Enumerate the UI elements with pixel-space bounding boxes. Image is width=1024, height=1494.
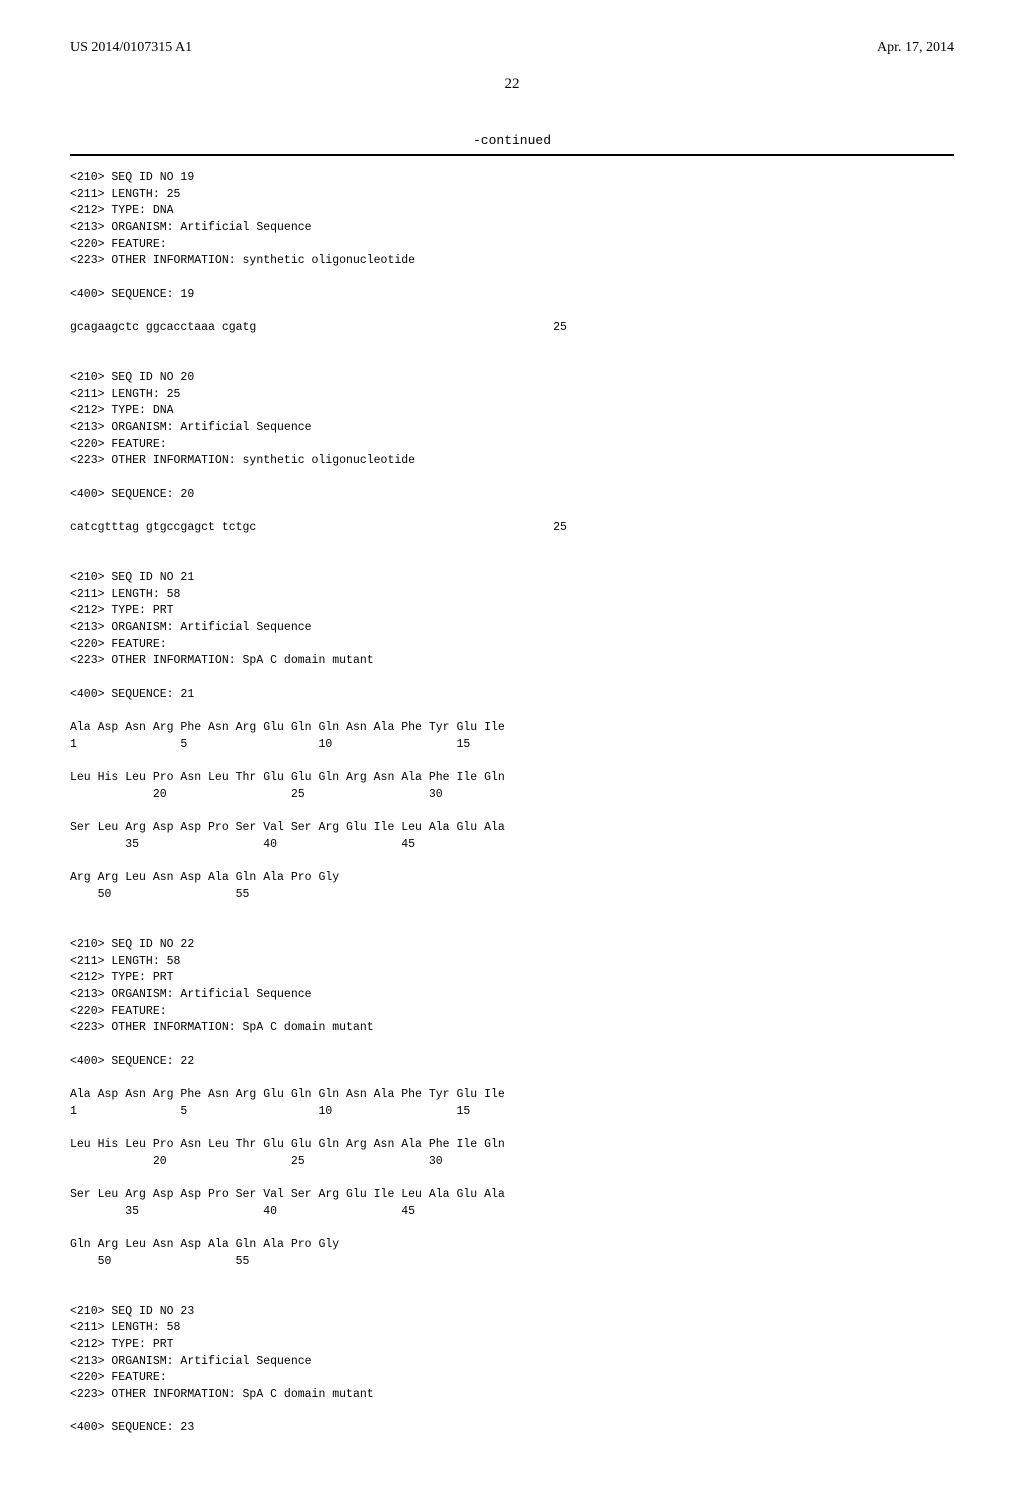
publication-number: US 2014/0107315 A1 — [70, 40, 192, 56]
sequence-listing: <210> SEQ ID NO 19 <211> LENGTH: 25 <212… — [70, 170, 954, 1454]
publication-date: Apr. 17, 2014 — [877, 40, 954, 56]
page-number: 22 — [70, 76, 954, 93]
patent-page: US 2014/0107315 A1 Apr. 17, 2014 22 -con… — [0, 0, 1024, 1494]
page-header: US 2014/0107315 A1 Apr. 17, 2014 — [70, 40, 954, 56]
horizontal-rule — [70, 154, 954, 156]
continued-label: -continued — [70, 133, 954, 148]
